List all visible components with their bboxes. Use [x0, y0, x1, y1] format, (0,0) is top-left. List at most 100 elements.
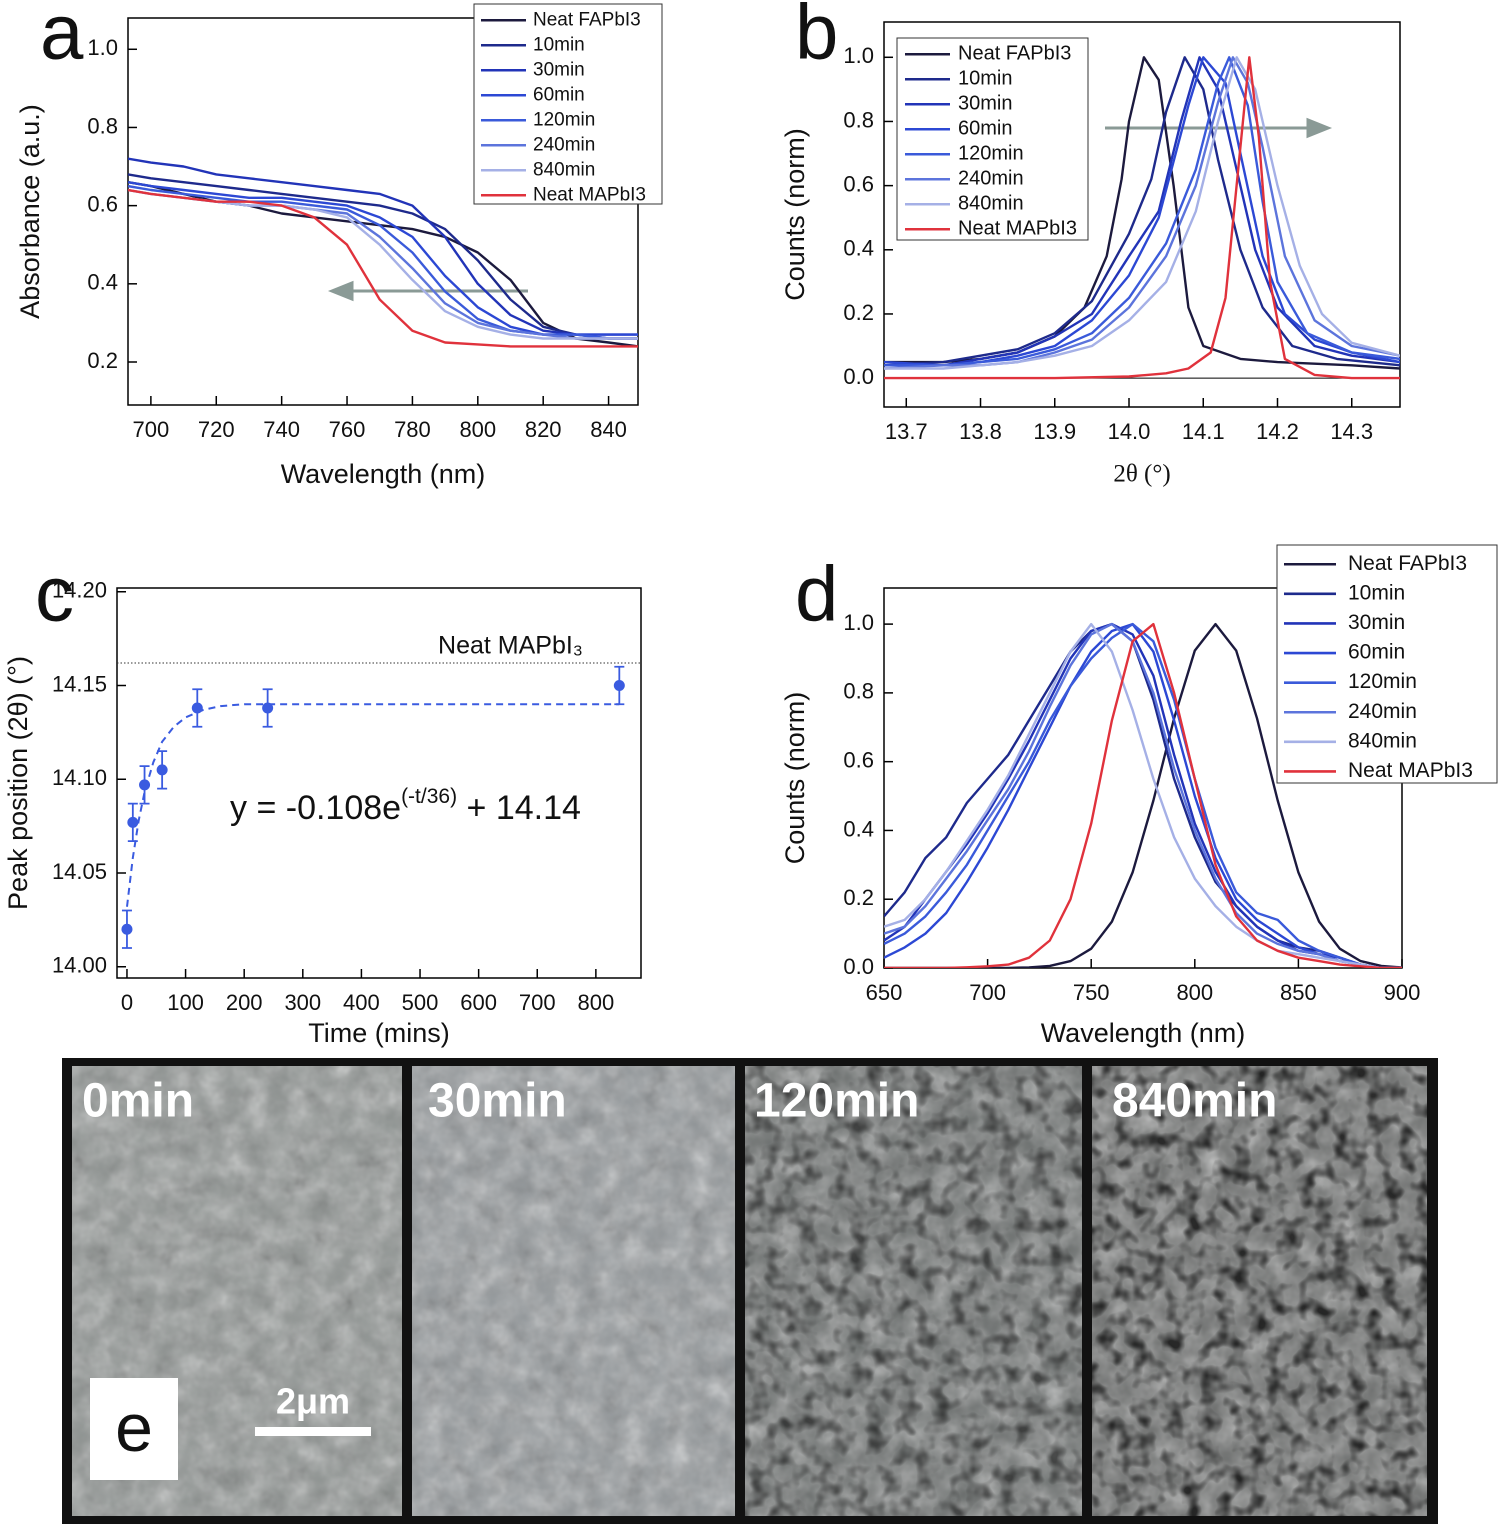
y-tick-label: 0.8: [843, 107, 874, 132]
y-tick-label: 0.6: [87, 191, 118, 216]
y-tick-label: 0.2: [87, 348, 118, 373]
y-tick-label: 0.4: [843, 236, 874, 261]
x-tick-label: 700: [519, 990, 556, 1015]
y-axis-title: Counts (norm): [780, 692, 810, 865]
plot-frame: [127, 17, 639, 406]
series-line: [884, 56, 1400, 370]
series-line: [128, 188, 638, 348]
x-tick-label: 800: [1176, 980, 1213, 1005]
sem-panel: [62, 1058, 1438, 1524]
frame-label: 30min: [428, 1075, 567, 1128]
x-tick-label: 14.3: [1330, 419, 1373, 444]
series-line: [884, 56, 1400, 380]
data-point: [156, 764, 168, 776]
y-axis-title: Absorbance (a.u.): [15, 104, 45, 319]
series-line: [128, 173, 638, 340]
series-line: [884, 56, 1400, 367]
legend-label: Neat FAPbI3: [958, 43, 1071, 65]
series-line: [884, 622, 1402, 968]
data-point: [121, 923, 133, 935]
y-tick-label: 0.4: [87, 270, 118, 295]
frame-label: 0min: [82, 1075, 194, 1128]
series-line: [128, 188, 638, 340]
x-tick-label: 900: [1384, 980, 1421, 1005]
x-tick-label: 13.9: [1033, 419, 1076, 444]
reference-label: Neat MAPbI₃: [438, 632, 583, 660]
legend-label: 840min: [1348, 729, 1417, 752]
x-tick-label: 0: [121, 990, 133, 1015]
x-tick-label: 850: [1280, 980, 1317, 1005]
x-tick-label: 700: [969, 980, 1006, 1005]
y-axis-title: Peak position (2θ) (°): [3, 656, 33, 910]
fit-line: [126, 703, 620, 907]
legend-box: [1276, 544, 1498, 784]
x-tick-label: 14.0: [1108, 419, 1151, 444]
y-tick-label: 0.0: [843, 364, 874, 389]
y-tick-label: 0.2: [843, 300, 874, 325]
arrow: [327, 117, 1333, 302]
legend-label: Neat MAPbI3: [1348, 759, 1473, 782]
legend-label: 240min: [1348, 700, 1417, 723]
plot-frame: [883, 21, 1401, 408]
y-tick-label: 0.0: [843, 954, 874, 979]
x-axis-title: Wavelength (nm): [1041, 1018, 1246, 1048]
x-tick-label: 200: [226, 990, 263, 1015]
legend-label: 10min: [533, 34, 585, 55]
equation: y = -0.108e(-t/36) + 14.14: [230, 785, 581, 827]
y-tick-label: 0.2: [843, 885, 874, 910]
series-line: [884, 622, 1402, 968]
x-tick-label: 800: [459, 417, 496, 442]
frame-label: 120min: [754, 1075, 919, 1128]
x-tick-label: 13.8: [959, 419, 1002, 444]
x-tick-label: 740: [263, 417, 300, 442]
legend-label: 10min: [1348, 581, 1405, 604]
y-axis-title: Counts (norm): [780, 128, 810, 301]
legend-box: [896, 37, 1089, 241]
data-point: [613, 680, 625, 691]
y-tick-label: 0.4: [843, 816, 874, 841]
legend-label: 10min: [958, 68, 1012, 90]
x-tick-label: 14.1: [1182, 419, 1225, 444]
x-tick-label: 300: [284, 990, 321, 1015]
series-line: [884, 56, 1400, 367]
equation-exponent: (-t/36): [401, 785, 457, 808]
x-tick-label: 760: [329, 417, 366, 442]
legend-label: Neat FAPbI3: [1348, 552, 1467, 575]
legend-label: 120min: [533, 109, 595, 130]
panel-letter: c: [35, 550, 74, 638]
x-tick-label: 13.7: [885, 419, 928, 444]
x-tick-label: 750: [1073, 980, 1110, 1005]
panel-letter: e: [115, 1390, 153, 1466]
x-tick-label: 400: [343, 990, 380, 1015]
panel-letter: a: [40, 0, 84, 76]
x-tick-label: 780: [394, 417, 431, 442]
data-point: [139, 779, 151, 791]
y-tick-label: 1.0: [843, 43, 874, 68]
data-point: [127, 816, 139, 828]
series-line: [884, 56, 1400, 367]
x-tick-label: 840: [590, 417, 627, 442]
legend-label: 840min: [958, 193, 1024, 215]
legend-label: 840min: [533, 159, 595, 180]
y-tick-label: 0.6: [843, 747, 874, 772]
x-tick-label: 700: [133, 417, 170, 442]
scale-bar-label: 2μm: [276, 1381, 350, 1422]
y-tick-label: 1.0: [843, 610, 874, 635]
x-tick-label: 600: [460, 990, 497, 1015]
legend-label: Neat FAPbI3: [533, 9, 641, 30]
panel-letter: b: [795, 0, 838, 76]
series-line: [128, 184, 638, 340]
series-line: [884, 56, 1400, 367]
y-tick-label: 0.8: [843, 679, 874, 704]
series-line: [128, 188, 638, 340]
plot-frame: [116, 587, 642, 979]
x-tick-label: 820: [525, 417, 562, 442]
legend-label: 30min: [533, 59, 585, 80]
legend-label: 30min: [1348, 611, 1405, 634]
x-tick-label: 14.2: [1256, 419, 1299, 444]
frame-label: 840min: [1112, 1075, 1277, 1128]
x-tick-label: 800: [578, 990, 615, 1015]
y-tick-label: 14.00: [52, 953, 107, 978]
data-point: [262, 702, 274, 714]
